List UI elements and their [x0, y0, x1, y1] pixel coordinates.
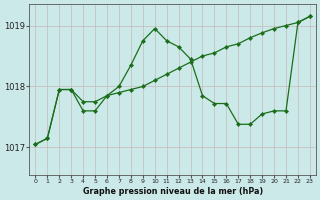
X-axis label: Graphe pression niveau de la mer (hPa): Graphe pression niveau de la mer (hPa) [83, 187, 263, 196]
